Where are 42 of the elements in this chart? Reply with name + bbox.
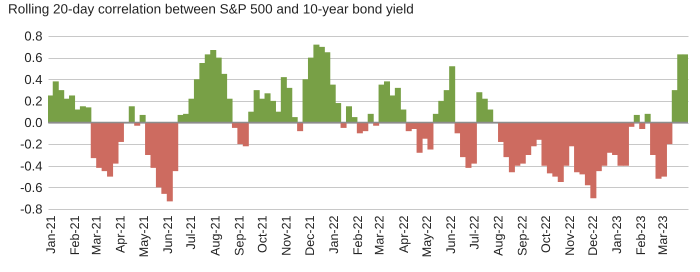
y-tick-label: 0.8 — [24, 28, 42, 44]
x-tick-label: Jun-21 — [160, 215, 175, 254]
x-tick-label: Nov-22 — [562, 215, 577, 256]
x-tick-label: Aug-21 — [208, 215, 222, 256]
x-tick-label: Feb-21 — [68, 215, 82, 256]
x-tick-label: Apr-22 — [396, 215, 411, 254]
bar — [140, 114, 146, 122]
x-tick-label: Jun-22 — [444, 215, 458, 254]
x-tick-label: Nov-21 — [280, 215, 294, 256]
x-tick-label: May-22 — [420, 215, 434, 258]
y-tick-label: 0.6 — [24, 50, 42, 66]
y-tick-label: -0.8 — [20, 202, 42, 216]
bar — [634, 114, 640, 122]
x-tick-label: Mar-21 — [90, 215, 104, 256]
x-tick-label: Apr-21 — [114, 215, 128, 254]
x-tick-label: Mar-22 — [372, 215, 387, 256]
y-tick-label: -0.2 — [20, 136, 42, 152]
x-tick-label: Jul-21 — [184, 215, 198, 250]
x-tick-label: Oct-22 — [538, 215, 553, 254]
x-tick-label: Sep-22 — [515, 215, 530, 256]
chart-title: Rolling 20-day correlation between S&P 500 and 10-year bond yield — [8, 2, 414, 16]
bar — [128, 106, 135, 122]
x-tick-label: Oct-21 — [256, 215, 270, 254]
x-tick-label: Jan-23 — [610, 215, 624, 254]
x-tick-label: Feb-23 — [634, 215, 648, 256]
x-tick-label: Feb-22 — [351, 215, 366, 256]
x-tick-label: Mar-23 — [656, 215, 670, 256]
x-tick-label: Dec-22 — [586, 215, 600, 256]
x-tick-label: Jul-22 — [467, 215, 482, 250]
y-tick-label: 0.0 — [24, 115, 42, 130]
x-tick-label: Aug-22 — [491, 215, 506, 256]
x-tick-label: May-21 — [136, 215, 151, 258]
y-tick-label: -0.4 — [20, 158, 42, 174]
x-tick-label: Jan-22 — [326, 215, 341, 254]
x-tick-label: Dec-21 — [302, 215, 317, 256]
bar — [644, 114, 651, 122]
y-tick-label: -0.6 — [20, 180, 42, 195]
bar — [368, 114, 374, 122]
x-tick-label: Jan-21 — [44, 215, 58, 254]
y-tick-label: 0.4 — [24, 72, 42, 87]
x-tick-label: Sep-21 — [232, 215, 246, 256]
y-tick-label: 0.2 — [24, 93, 42, 108]
